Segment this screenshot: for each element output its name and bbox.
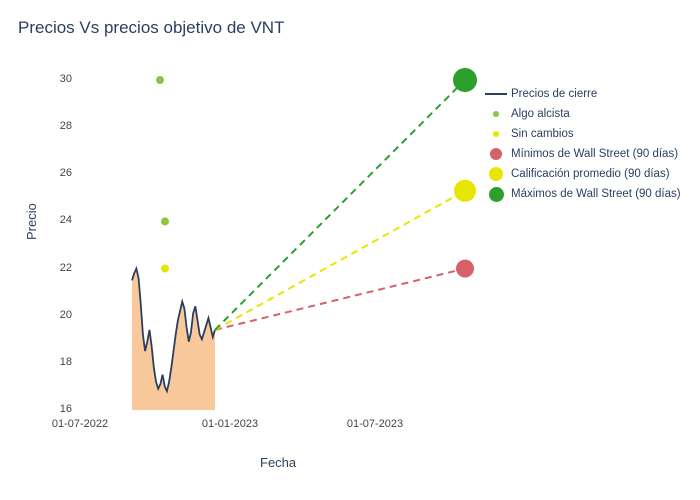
plot-svg	[80, 80, 480, 410]
y-tick: 28	[44, 120, 72, 132]
legend-item: Precios de cierre	[485, 85, 681, 103]
target-marker-high	[453, 68, 477, 92]
y-tick: 24	[44, 214, 72, 226]
legend-dot-wrap	[485, 148, 507, 160]
legend-label: Sin cambios	[511, 128, 574, 140]
scatter-point	[161, 217, 169, 225]
legend-dot-marker	[489, 187, 504, 202]
target-marker-avg	[454, 180, 476, 202]
scatter-point	[161, 265, 169, 273]
legend-label: Algo alcista	[511, 108, 570, 120]
target-line-avg	[215, 191, 465, 330]
scatter-point	[156, 76, 164, 84]
legend-dot-wrap	[485, 131, 507, 137]
legend-item: Calificación promedio (90 días)	[485, 165, 681, 183]
legend-label: Máximos de Wall Street (90 días)	[511, 188, 681, 200]
x-tick: 01-07-2022	[52, 418, 108, 430]
legend: Precios de cierre Algo alcista Sin cambios…	[485, 85, 681, 205]
x-axis-label: Fecha	[260, 455, 296, 470]
y-tick: 18	[44, 356, 72, 368]
legend-item: Sin cambios	[485, 125, 681, 143]
legend-item: Mínimos de Wall Street (90 días)	[485, 145, 681, 163]
legend-label: Mínimos de Wall Street (90 días)	[511, 148, 678, 160]
legend-item: Algo alcista	[485, 105, 681, 123]
legend-dot-wrap	[485, 187, 507, 202]
y-tick: 30	[44, 73, 72, 85]
chart-container: Precios Vs precios objetivo de VNT Preci…	[0, 0, 700, 500]
target-marker-low	[456, 260, 474, 278]
target-line-low	[215, 269, 465, 330]
legend-dot-marker	[490, 148, 502, 160]
legend-label: Precios de cierre	[511, 88, 597, 100]
legend-dot-marker	[489, 167, 503, 181]
x-tick: 01-07-2023	[347, 418, 403, 430]
legend-label: Calificación promedio (90 días)	[511, 168, 670, 180]
plot-area	[80, 80, 480, 410]
legend-dot-wrap	[485, 111, 507, 117]
legend-line-marker	[485, 93, 507, 95]
y-tick: 26	[44, 167, 72, 179]
legend-item: Máximos de Wall Street (90 días)	[485, 185, 681, 203]
target-line-high	[215, 80, 465, 330]
y-tick: 20	[44, 309, 72, 321]
legend-dot-marker	[493, 111, 499, 117]
y-tick: 16	[44, 403, 72, 415]
chart-title: Precios Vs precios objetivo de VNT	[18, 18, 284, 38]
legend-dot-wrap	[485, 167, 507, 181]
y-tick: 22	[44, 262, 72, 274]
y-axis-label: Precio	[24, 203, 39, 240]
legend-dot-marker	[493, 131, 499, 137]
x-tick: 01-01-2023	[202, 418, 258, 430]
